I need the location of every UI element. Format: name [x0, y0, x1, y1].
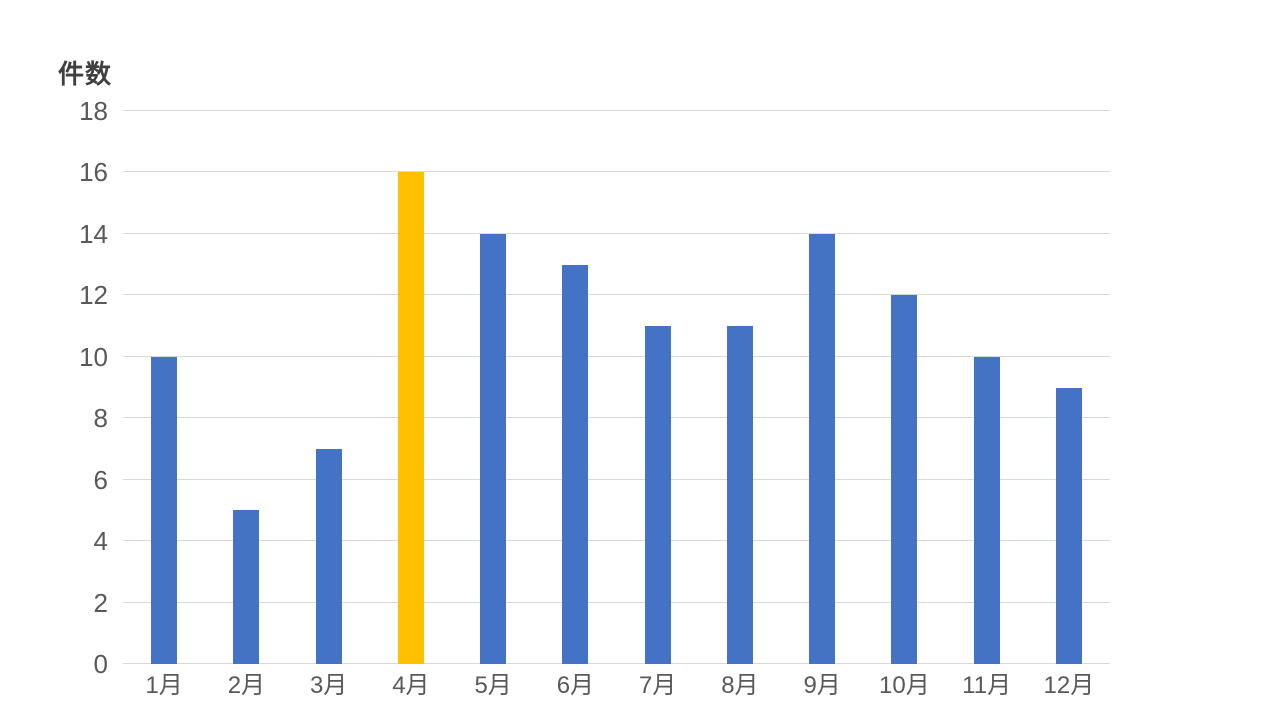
x-axis-tick-label: 12月 [1043, 672, 1095, 699]
x-axis-tick-label: 8月 [721, 672, 759, 699]
bar-10月 [891, 295, 918, 664]
gridline-14 [123, 232, 1110, 234]
gridline-4 [123, 540, 1110, 542]
bar-slot-12月 [1028, 111, 1110, 664]
y-axis-tick-label: 10 [79, 341, 108, 372]
y-axis-tick-label: 14 [79, 218, 108, 249]
bar-4月 [397, 172, 424, 664]
y-axis-tick-label: 6 [93, 464, 108, 495]
x-axis-tick-label: 1月 [145, 672, 183, 699]
x-axis-tick-label: 2月 [227, 672, 266, 699]
y-axis-tick-label: 4 [93, 526, 108, 557]
bar-5月 [480, 233, 507, 664]
gridline-2 [123, 601, 1110, 603]
bar-7月 [644, 326, 671, 664]
bar-slot-8月 [699, 111, 781, 664]
y-axis-tick-label: 0 [93, 649, 108, 679]
bar-12月 [1055, 387, 1082, 664]
bar-slot-10月 [863, 111, 945, 664]
bar-9月 [809, 233, 836, 664]
bar-series [123, 111, 1110, 664]
y-axis-tick-label: 8 [93, 403, 108, 434]
y-axis-tick-label: 18 [79, 96, 108, 126]
bar-slot-2月 [205, 111, 287, 664]
gridline-16 [123, 171, 1110, 173]
bar-2月 [233, 510, 260, 664]
plot-area [123, 110, 1110, 664]
x-axis-tick-label: 7月 [638, 672, 677, 699]
gridline-10 [123, 355, 1110, 357]
gridlines [123, 110, 1110, 664]
bar-slot-5月 [452, 111, 534, 664]
gridline-0 [123, 663, 1110, 664]
x-axis-tick-labels: 1月 2月 3月 4月 5月 6月 7月 8月 9月 10月 11月 12月 [123, 672, 1110, 701]
y-axis-tick-label: 2 [93, 587, 108, 618]
bar-slot-9月 [781, 111, 863, 664]
bar-slot-11月 [946, 111, 1028, 664]
bar-slot-4月 [370, 111, 452, 664]
x-axis-tick-label: 4月 [392, 672, 430, 699]
bar-slot-6月 [534, 111, 616, 664]
bar-slot-3月 [288, 111, 370, 664]
y-axis-tick-labels: 0 2 4 6 8 10 12 14 16 18 [0, 98, 108, 677]
bar-1月 [151, 356, 178, 664]
gridline-8 [123, 417, 1110, 419]
x-axis-tick-label: 5月 [474, 672, 512, 699]
bar-6月 [562, 264, 589, 664]
x-axis-tick-label: 3月 [309, 672, 348, 699]
bar-slot-7月 [617, 111, 699, 664]
gridline-18 [123, 110, 1110, 111]
bar-slot-1月 [123, 111, 205, 664]
x-axis-tick-label: 6月 [556, 672, 595, 699]
bar-8月 [726, 326, 753, 664]
y-axis-tick-label: 16 [79, 157, 108, 188]
x-axis-tick-label: 9月 [803, 672, 841, 699]
x-axis-tick-label: 10月 [879, 672, 930, 699]
x-axis-tick-label: 11月 [962, 672, 1012, 699]
bar-11月 [973, 356, 1000, 664]
bar-3月 [315, 448, 342, 664]
y-axis-tick-label: 12 [79, 280, 108, 311]
y-axis-title: 件数 [58, 59, 113, 89]
gridline-12 [123, 294, 1110, 296]
gridline-6 [123, 478, 1110, 480]
